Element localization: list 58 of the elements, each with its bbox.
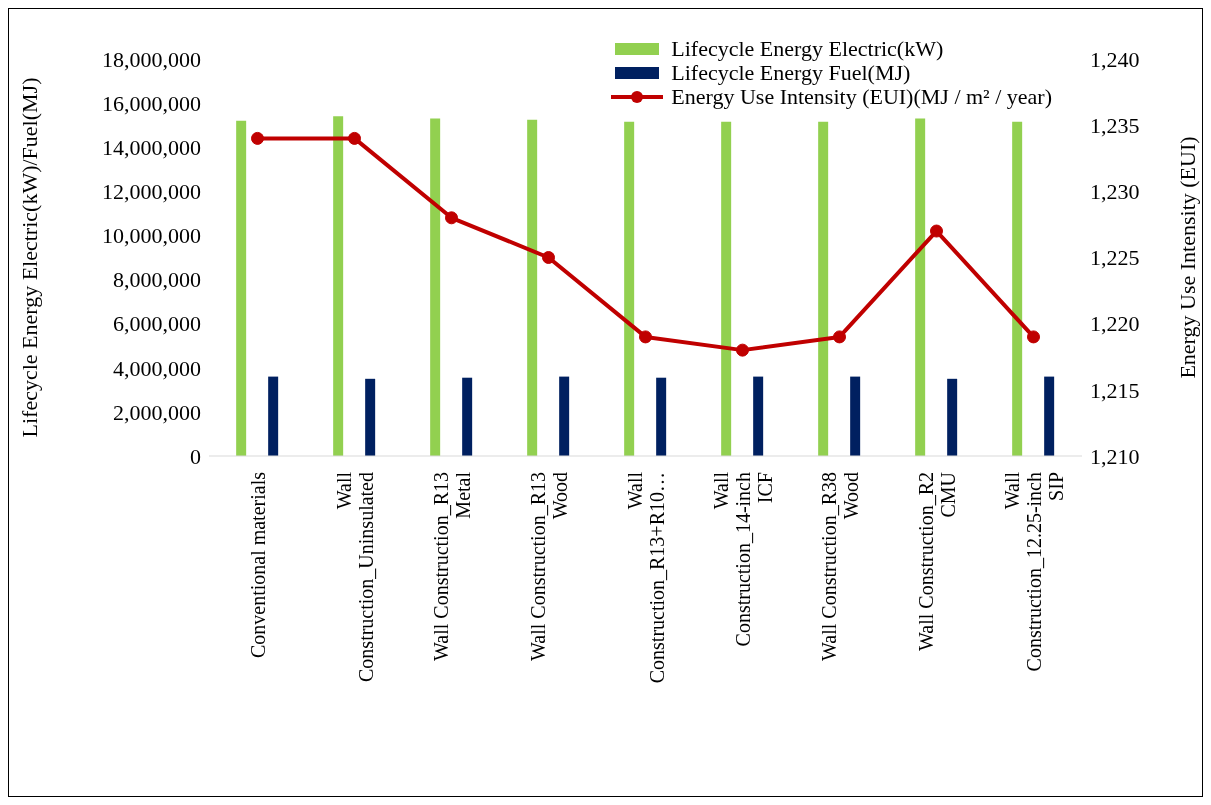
- point: [1027, 330, 1040, 344]
- bar: [236, 120, 247, 456]
- bar: [559, 376, 570, 456]
- bar: [430, 118, 441, 456]
- y-tick-label: 16,000,000: [102, 90, 201, 116]
- bar: [721, 121, 732, 456]
- x-tick-label: Wall Construction_R13+R10…: [623, 471, 668, 684]
- y-tick-label: 14,000,000: [102, 135, 201, 161]
- y2-tick-label: 1,230: [1090, 179, 1140, 205]
- x-tick-label: Wall Construction_12.25-inch SIP: [1000, 471, 1067, 672]
- y2-axis-title: Energy Use Intensity (EUI): [1174, 136, 1200, 379]
- x-tick-label: Wall Construction_R13 Metal: [429, 471, 474, 661]
- y-tick-label: 4,000,000: [113, 355, 201, 381]
- bar: [462, 377, 473, 456]
- y2-tick-label: 1,215: [1090, 377, 1140, 403]
- y-tick-label: 0: [190, 443, 201, 469]
- y2-tick-label: 1,220: [1090, 311, 1140, 337]
- y2-tick-label: 1,210: [1090, 443, 1140, 469]
- bar: [268, 376, 279, 456]
- y2-tick-label: 1,235: [1090, 112, 1140, 138]
- point: [445, 211, 458, 225]
- bar: [1044, 376, 1055, 456]
- point: [930, 224, 943, 238]
- point: [251, 131, 264, 145]
- bar: [656, 377, 667, 456]
- y-tick-label: 12,000,000: [102, 179, 201, 205]
- y2-tick-label: 1,240: [1090, 46, 1140, 72]
- bar: [1012, 121, 1023, 456]
- legend-label: Energy Use Intensity (EUI)(MJ / m² / year): [671, 84, 1052, 109]
- bar: [365, 378, 376, 456]
- x-tick-label: Wall Construction_R2 CMU: [914, 471, 959, 651]
- point: [833, 330, 846, 344]
- y-tick-label: 10,000,000: [102, 223, 201, 249]
- x-tick-label: Wall Construction_Uninsulated: [332, 471, 377, 682]
- bar: [947, 378, 958, 456]
- y-axis-title: Lifecycle Energy Electric(kW)/Fuel(MJ): [16, 77, 42, 438]
- bar: [850, 376, 861, 456]
- bar: [624, 121, 635, 456]
- point: [542, 251, 555, 264]
- legend-label: Lifecycle Energy Electric(kW): [671, 36, 944, 61]
- x-tick-label: Wall Construction_R13 Wood: [526, 472, 571, 661]
- bar: [915, 118, 926, 456]
- legend-label: Lifecycle Energy Fuel(MJ): [671, 60, 911, 85]
- y-tick-label: 8,000,000: [113, 267, 201, 293]
- y-tick-label: 18,000,000: [102, 46, 201, 72]
- bar: [753, 376, 764, 456]
- x-tick-label: Wall Construction_14-inch ICF: [709, 471, 776, 647]
- x-tick-label: Conventional materials: [246, 471, 269, 659]
- y-tick-label: 6,000,000: [113, 311, 201, 337]
- bar: [333, 116, 344, 456]
- point: [736, 343, 749, 357]
- point: [348, 131, 361, 145]
- point: [639, 330, 652, 344]
- y2-tick-label: 1,225: [1090, 245, 1140, 271]
- bar: [527, 119, 538, 456]
- x-tick-label: Wall Construction_R38 Wood: [817, 472, 862, 661]
- y-tick-label: 2,000,000: [113, 399, 201, 425]
- bar: [818, 121, 829, 456]
